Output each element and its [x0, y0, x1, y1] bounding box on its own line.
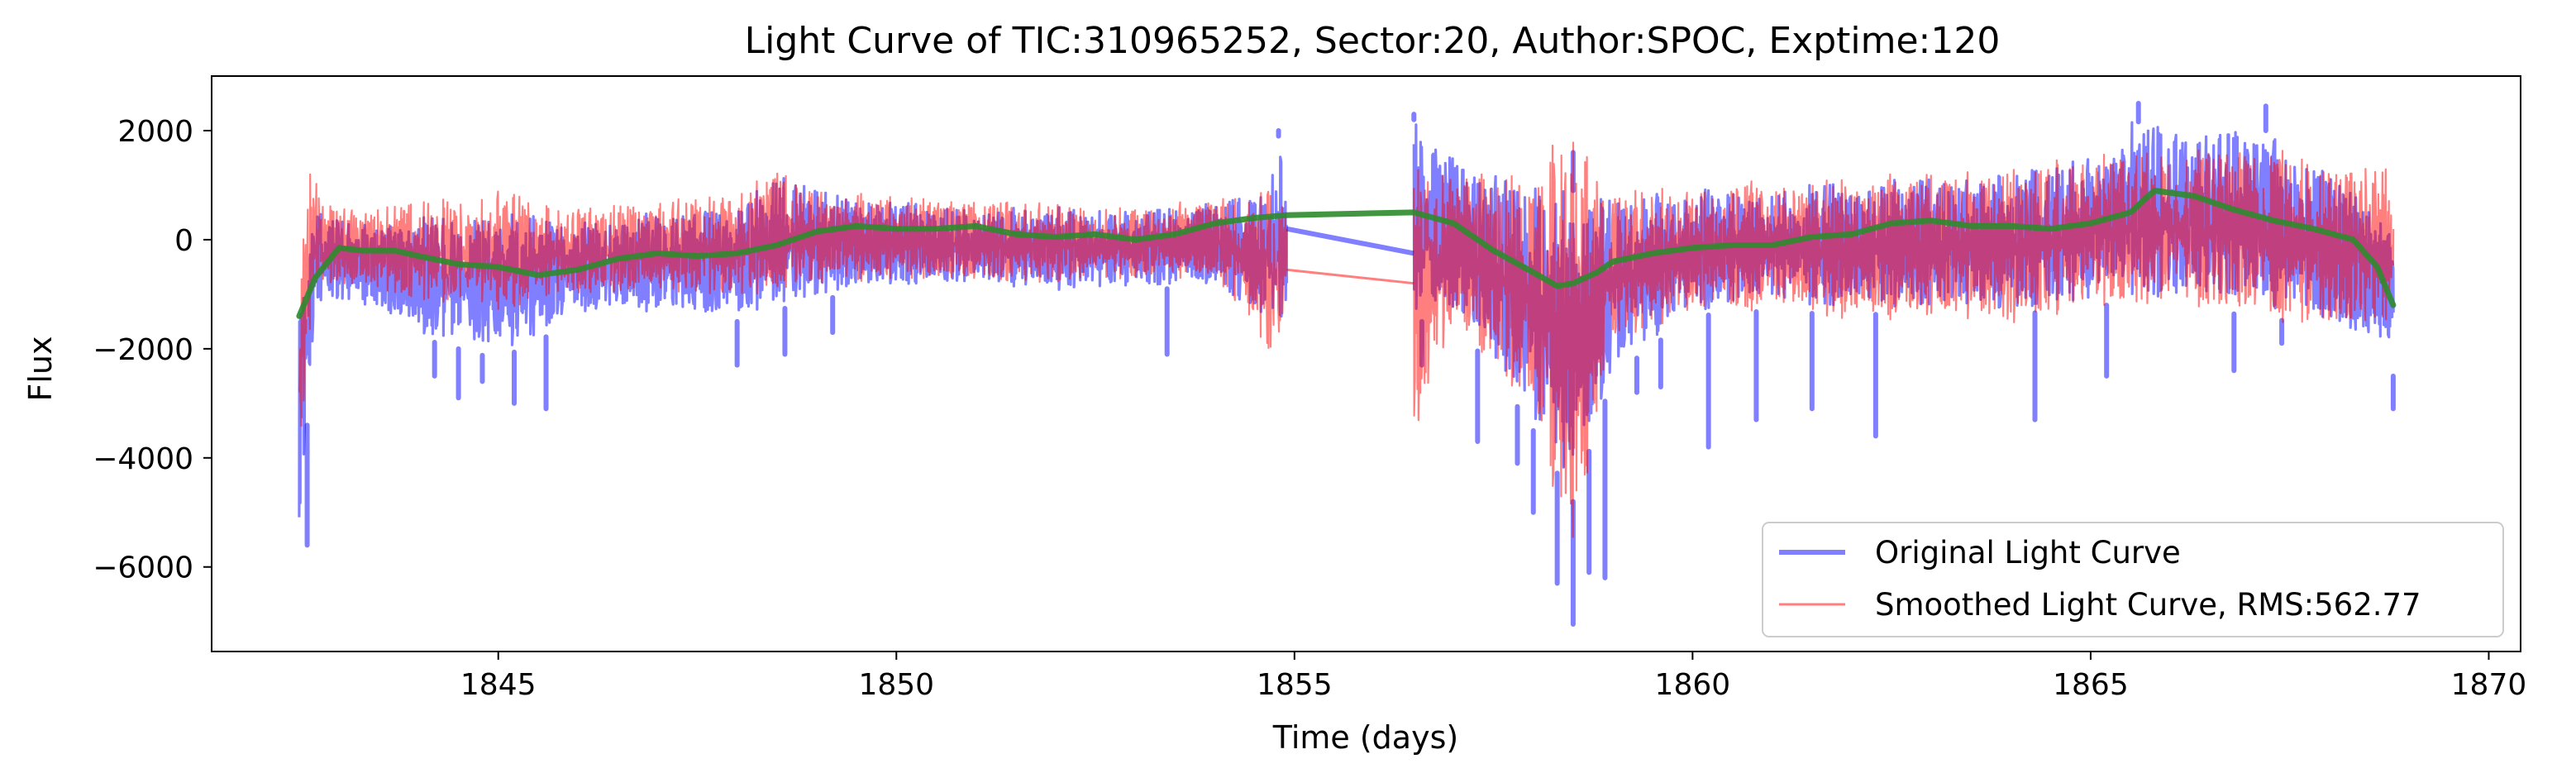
y-tick-label: −6000 — [93, 551, 193, 585]
y-tick-label: −2000 — [93, 333, 193, 367]
x-axis: 1845 1850 1855 1860 1865 1870 — [460, 652, 2526, 702]
series-segment — [1413, 141, 2395, 538]
y-tick-label: 2000 — [117, 115, 193, 149]
y-tick-label: 0 — [174, 224, 193, 258]
series-segment — [298, 172, 1288, 427]
y-axis: 2000 0 −2000 −4000 −6000 — [93, 115, 212, 585]
gap-connector — [1286, 268, 1414, 285]
legend-frame — [1762, 522, 2504, 637]
x-tick-label: 1845 — [460, 668, 537, 702]
series-smoothed-light-curve — [298, 141, 2395, 538]
series-trend-line — [296, 188, 2397, 319]
gap-connector — [1286, 226, 1414, 256]
x-tick-label: 1865 — [2053, 668, 2129, 702]
x-axis-label: Time (days) — [1272, 719, 1458, 756]
legend-label-original: Original Light Curve — [1875, 535, 2181, 570]
y-tick-label: −4000 — [93, 442, 193, 476]
chart-title: Light Curve of TIC:310965252, Sector:20,… — [745, 20, 2001, 62]
x-tick-label: 1855 — [1257, 668, 1333, 702]
x-tick-label: 1860 — [1655, 668, 1731, 702]
x-tick-label: 1850 — [858, 668, 934, 702]
legend-label-smoothed: Smoothed Light Curve, RMS:562.77 — [1875, 587, 2421, 623]
legend: Original Light Curve Smoothed Light Curv… — [1762, 522, 2504, 637]
plot-area-frame — [211, 75, 2521, 652]
y-axis-label: Flux — [22, 336, 59, 402]
series-layer — [296, 100, 2397, 628]
x-tick-label: 1870 — [2451, 668, 2527, 702]
